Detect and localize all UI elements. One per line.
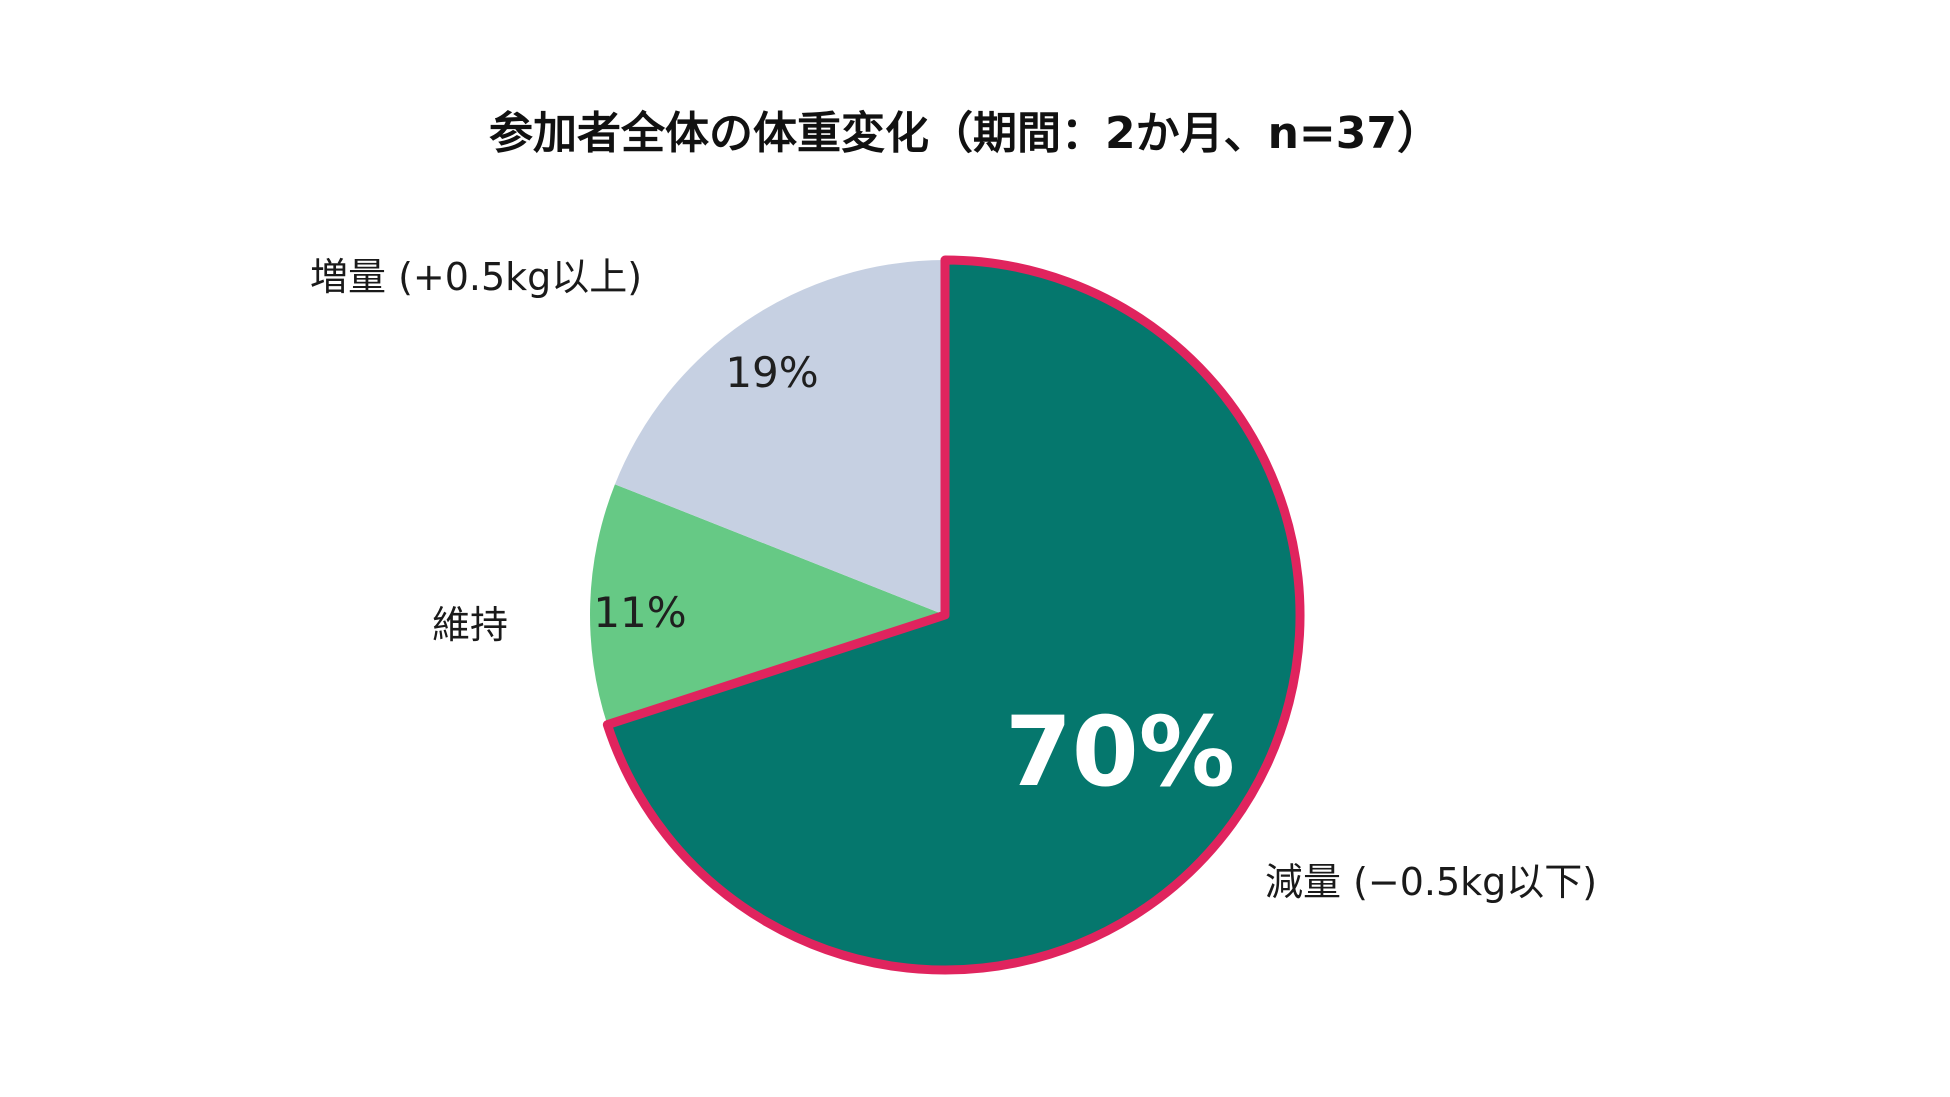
pie-slice-1-highlight-outline bbox=[602, 255, 1305, 975]
slice-category-label-1: 減量 (−0.5kg以下) bbox=[1265, 860, 1597, 904]
pie-labels: 70% 減量 (−0.5kg以下) 11% 維持 19% 増量 (+0.5kg以上) bbox=[310, 255, 1597, 904]
chart-title: 参加者全体の体重変化（期間：2か月、n=37） bbox=[489, 108, 1441, 159]
pie-slice-2 bbox=[589, 484, 945, 725]
pie-slices bbox=[589, 259, 1300, 970]
slice-value-label-3: 19% bbox=[725, 348, 818, 397]
pie-slice-3 bbox=[614, 259, 945, 615]
slice-category-label-2: 維持 bbox=[432, 603, 508, 647]
pie-slice-1 bbox=[607, 260, 1300, 970]
slice-category-label-3: 増量 (+0.5kg以上) bbox=[310, 255, 642, 299]
slice-value-label-2: 11% bbox=[593, 588, 686, 637]
slice-value-label-1: 70% bbox=[1005, 696, 1235, 808]
highlight-outline-layer bbox=[602, 255, 1305, 975]
